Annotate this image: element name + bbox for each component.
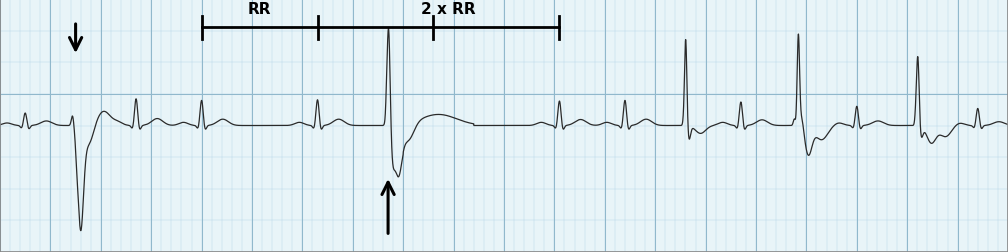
Text: RR: RR [248,2,271,17]
Text: 2 x RR: 2 x RR [421,2,476,17]
